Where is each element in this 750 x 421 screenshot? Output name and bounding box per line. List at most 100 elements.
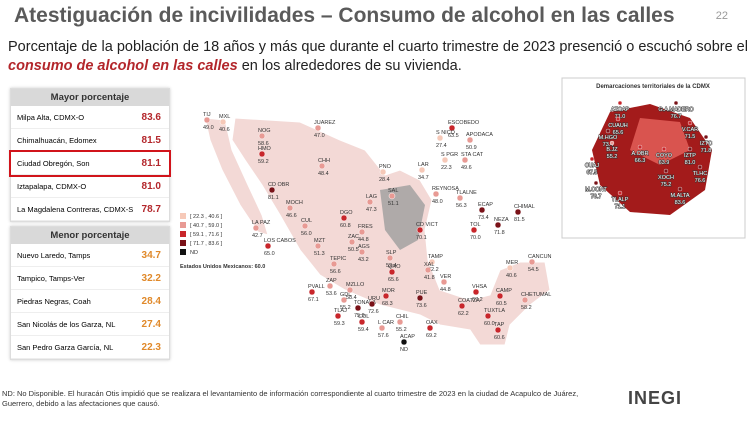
unit-value: 66.3 <box>635 158 646 164</box>
table-row: Tampico, Tamps-Ver 32.2 <box>11 267 169 290</box>
city-name: CHETUMAL <box>521 292 551 298</box>
unit-dot <box>661 146 667 152</box>
city-name: CHIMAL <box>514 204 535 210</box>
city-name: NEZA <box>494 217 509 223</box>
unit-dot <box>677 186 683 192</box>
city-name: TONALA <box>354 300 376 306</box>
unit-dot <box>673 100 679 106</box>
city-value: 40.6 <box>219 127 230 133</box>
city-dot <box>258 150 266 158</box>
city-name: CAMP <box>496 288 512 294</box>
city-value: 44.8 <box>358 237 369 243</box>
city-dot <box>466 136 474 144</box>
city-value: 56.6 <box>330 269 341 275</box>
city-name: HMO <box>258 146 272 152</box>
unit-name: M.CONT <box>585 187 607 193</box>
place-name: Tampico, Tamps-Ver <box>17 273 85 283</box>
city-dot <box>318 162 326 170</box>
city-name: FRES <box>358 224 373 230</box>
city-value: 65.6 <box>388 277 399 283</box>
city-dot <box>348 238 356 246</box>
city-value: 46.6 <box>286 213 297 219</box>
city-dot <box>528 258 536 266</box>
place-name: Chimalhuacán, Edomex <box>17 135 97 145</box>
city-value: 50.9 <box>466 145 477 151</box>
city-dot <box>379 168 387 176</box>
city-value: 72.6 <box>368 309 379 315</box>
city-name: ZAP <box>326 278 337 284</box>
percentage: 81.0 <box>141 180 161 192</box>
city-name: ZAC <box>348 234 359 240</box>
unit-dot <box>687 146 693 152</box>
percentage: 81.1 <box>141 157 161 169</box>
city-value: 51.3 <box>314 251 325 257</box>
subtitle-emphasis: consumo de alcohol en las calles <box>8 58 238 74</box>
city-value: 70.0 <box>470 235 481 241</box>
percentage: 22.3 <box>141 341 161 353</box>
unit-name: CUAUH <box>608 123 628 129</box>
city-name: MZT <box>314 238 326 244</box>
percentage: 83.6 <box>141 111 161 123</box>
city-name: MZLLO <box>346 282 365 288</box>
city-name: ECAP <box>478 202 493 208</box>
city-name: MXL <box>219 114 230 120</box>
city-dot <box>378 324 386 332</box>
city-dot <box>426 324 434 332</box>
city-name: CD OBR <box>268 182 289 188</box>
subtitle-text: en los alrededores de su vivienda. <box>237 58 462 74</box>
table-header: Menor porcentaje <box>11 227 169 244</box>
city-value: 44.8 <box>440 287 451 293</box>
city-name: COL <box>358 314 369 320</box>
city-dot <box>314 124 322 132</box>
city-dot <box>386 254 394 262</box>
city-dot <box>340 214 348 222</box>
map: [ 22.3 , 40.6 ] [ 40.7 , 59.0 ] [ 59.1 , 7… <box>180 77 746 353</box>
title: Atestiguación de incivilidades – Consumo… <box>14 4 675 27</box>
city-dot <box>388 268 396 276</box>
legend-swatch <box>180 213 186 219</box>
city-dot <box>448 124 456 132</box>
city-name: LOS CABOS <box>264 238 296 244</box>
percentage: 28.4 <box>141 295 161 307</box>
city-name: AGS <box>358 244 370 250</box>
percentage: 32.2 <box>141 272 161 284</box>
city-dot <box>470 226 478 234</box>
unit-name: TLALP <box>612 197 629 203</box>
table-row: Milpa Alta, CDMX-O 83.6 <box>11 106 169 129</box>
city-dot <box>366 198 374 206</box>
city-dot <box>358 318 366 326</box>
city-dot <box>418 166 426 174</box>
city-value: 62.2 <box>458 311 469 317</box>
national-value: Estados Unidos Mexicanos: 60.0 <box>180 264 265 270</box>
city-name: MER <box>506 260 518 266</box>
city-name: ESCOBEDO <box>448 120 480 126</box>
place-name: La Magdalena Contreras, CDMX-S <box>17 204 134 214</box>
city-name: CHH <box>318 158 330 164</box>
unit-dot <box>637 144 643 150</box>
percentage: 81.5 <box>141 134 161 146</box>
city-value: 47.3 <box>366 207 377 213</box>
city-value: 53.6 <box>326 291 337 297</box>
city-dot <box>484 312 492 320</box>
footnote: ND: No Disponible. El huracán Otis impid… <box>2 389 579 408</box>
legend-label: [ 59.1 , 71.6 ] <box>190 232 223 238</box>
no-data-region <box>380 185 425 250</box>
city-value: 48.4 <box>318 171 329 177</box>
unit-value: 71.0 <box>615 114 626 120</box>
city-value: 73.4 <box>478 215 489 221</box>
unit-name: V.CAR <box>682 127 698 133</box>
unit-dot <box>663 168 669 174</box>
table-header: Mayor porcentaje <box>11 89 169 106</box>
city-value: 49.6 <box>461 165 472 171</box>
place-name: Nuevo Laredo, Tamps <box>17 250 91 260</box>
city-dot <box>478 206 486 214</box>
logo: INEGI <box>628 388 683 408</box>
legend-swatch <box>180 222 186 228</box>
city-name: SLP <box>386 250 397 256</box>
city-value: ND <box>400 347 408 353</box>
city-name: REYNOSA <box>432 186 459 192</box>
unit-dot <box>617 100 623 106</box>
city-dot <box>358 228 366 236</box>
subtitle-text: Porcentaje de la población de 18 años y … <box>8 39 748 55</box>
